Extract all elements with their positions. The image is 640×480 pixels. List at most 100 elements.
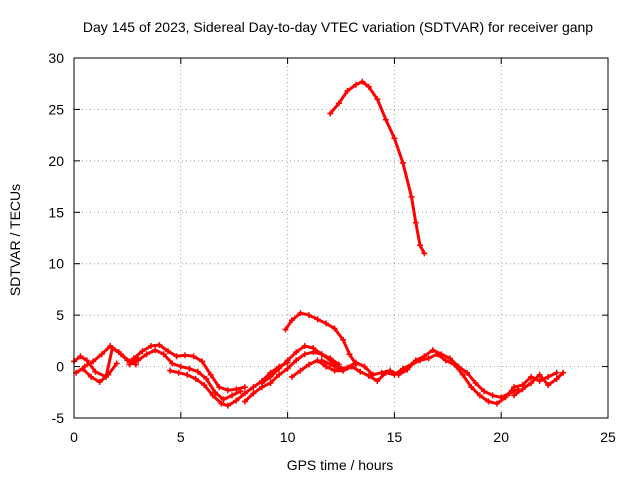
data-point bbox=[152, 347, 159, 354]
data-point bbox=[560, 369, 567, 376]
data-point bbox=[267, 380, 274, 387]
data-point bbox=[115, 349, 122, 356]
data-point bbox=[105, 371, 112, 378]
data-point bbox=[156, 341, 163, 348]
data-point bbox=[186, 365, 193, 372]
data-point bbox=[139, 348, 146, 355]
data-point bbox=[297, 367, 304, 374]
data-point bbox=[446, 355, 453, 362]
data-point bbox=[412, 357, 419, 364]
data-point bbox=[241, 384, 248, 391]
data-point bbox=[126, 361, 133, 368]
x-tick-label: 5 bbox=[177, 429, 185, 445]
data-point bbox=[177, 363, 184, 370]
data-point bbox=[83, 357, 90, 364]
data-point bbox=[370, 371, 377, 378]
data-point bbox=[241, 398, 248, 405]
grid bbox=[74, 58, 608, 418]
data-point bbox=[511, 392, 518, 399]
data-point bbox=[344, 364, 351, 371]
data-point bbox=[357, 368, 364, 375]
data-point bbox=[293, 357, 300, 364]
data-point bbox=[442, 357, 449, 364]
data-point bbox=[318, 357, 325, 364]
data-point bbox=[81, 363, 88, 370]
data-point bbox=[190, 353, 197, 360]
data-point bbox=[288, 373, 295, 380]
series-arc-5 bbox=[126, 347, 244, 403]
data-point bbox=[438, 351, 445, 358]
data-point bbox=[276, 365, 283, 372]
data-point bbox=[553, 375, 560, 382]
data-point bbox=[147, 343, 154, 349]
data-point bbox=[511, 384, 518, 391]
y-tick-label: 0 bbox=[56, 359, 64, 375]
data-point bbox=[335, 365, 342, 372]
y-axis-title: SDTVAR / TECUs bbox=[7, 184, 23, 296]
series-line bbox=[328, 80, 426, 255]
data-point bbox=[387, 367, 394, 374]
data-point bbox=[224, 402, 231, 409]
series-arc-2 bbox=[73, 360, 120, 385]
series-arc-8 bbox=[258, 343, 342, 387]
data-point bbox=[408, 193, 415, 200]
data-point bbox=[506, 390, 513, 397]
data-point bbox=[301, 351, 308, 358]
data-point bbox=[241, 390, 248, 397]
data-point bbox=[314, 316, 321, 323]
plot-frame bbox=[73, 57, 609, 419]
data-point bbox=[365, 372, 372, 379]
data-point bbox=[276, 371, 283, 378]
data-point bbox=[421, 353, 428, 360]
data-point bbox=[209, 392, 216, 399]
data-point bbox=[395, 371, 402, 378]
data-point bbox=[258, 380, 265, 387]
y-tick-label: 20 bbox=[48, 153, 64, 169]
data-point bbox=[429, 347, 436, 354]
data-point bbox=[173, 353, 180, 360]
series-arc-9 bbox=[282, 310, 359, 368]
data-point bbox=[237, 388, 244, 395]
data-point bbox=[201, 382, 208, 389]
data-point bbox=[352, 81, 359, 88]
data-point bbox=[327, 361, 334, 368]
data-point bbox=[374, 377, 381, 384]
data-point bbox=[519, 386, 526, 393]
data-series bbox=[71, 78, 567, 409]
data-point bbox=[528, 380, 535, 387]
data-point bbox=[331, 325, 338, 332]
data-point bbox=[468, 384, 475, 391]
data-point bbox=[323, 363, 330, 370]
data-point bbox=[493, 400, 500, 407]
data-point bbox=[220, 396, 227, 403]
data-point bbox=[175, 369, 182, 376]
y-tick-label: 30 bbox=[48, 50, 64, 66]
data-point bbox=[399, 159, 406, 166]
data-point bbox=[107, 343, 114, 349]
y-tick-label: 5 bbox=[56, 307, 64, 323]
data-point bbox=[305, 361, 312, 368]
x-tick-label: 20 bbox=[493, 429, 509, 445]
x-tick-label: 10 bbox=[280, 429, 296, 445]
y-tick-label: 15 bbox=[48, 204, 64, 220]
data-point bbox=[378, 369, 385, 376]
data-point bbox=[344, 87, 351, 94]
y-tick-label: 10 bbox=[48, 256, 64, 272]
data-point bbox=[335, 100, 342, 107]
data-point bbox=[250, 390, 257, 397]
data-point bbox=[199, 358, 206, 365]
data-point bbox=[90, 358, 97, 365]
series-arc-11 bbox=[318, 347, 522, 401]
data-point bbox=[194, 368, 201, 375]
data-point bbox=[553, 369, 560, 376]
series-line bbox=[260, 344, 341, 385]
data-point bbox=[207, 371, 214, 378]
data-point bbox=[229, 392, 236, 399]
data-point bbox=[498, 394, 505, 401]
data-point bbox=[489, 392, 496, 399]
data-point bbox=[88, 373, 95, 380]
data-point bbox=[92, 368, 99, 375]
data-point bbox=[160, 351, 167, 358]
data-point bbox=[167, 367, 174, 374]
